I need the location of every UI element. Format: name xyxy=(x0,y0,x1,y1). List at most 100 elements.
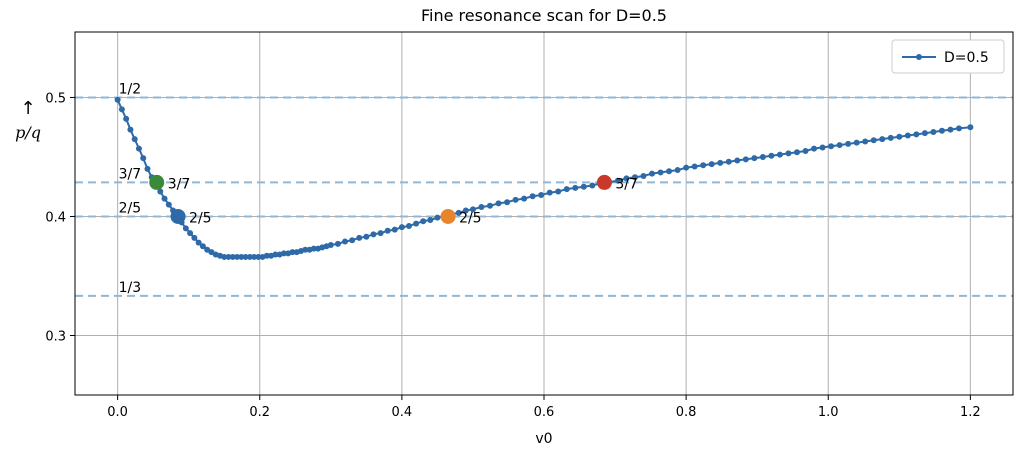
data-point xyxy=(114,96,121,103)
highlight-point-0 xyxy=(149,174,165,190)
data-point xyxy=(398,224,405,231)
data-point xyxy=(896,133,903,140)
y-axis-label: p/q xyxy=(15,123,41,142)
data-point xyxy=(836,142,843,149)
data-point xyxy=(165,201,172,208)
highlight-label-3: 3/7 xyxy=(615,176,638,192)
highlight-point-1 xyxy=(170,208,186,224)
legend: D=0.5 xyxy=(891,39,1005,74)
x-tick-label-2: 0.4 xyxy=(392,405,413,420)
data-point xyxy=(242,253,249,260)
data-point xyxy=(921,130,928,137)
data-point xyxy=(199,243,206,250)
legend-box xyxy=(891,39,1005,74)
data-point xyxy=(289,249,296,256)
data-point xyxy=(759,153,766,160)
data-point xyxy=(123,115,130,122)
data-point xyxy=(144,165,151,172)
data-point xyxy=(455,209,462,216)
reference-line-label-1: 3/7 xyxy=(119,166,142,182)
data-point xyxy=(182,225,189,232)
x-tick-label-1: 0.2 xyxy=(249,405,270,420)
y-axis-label-group: ↑ p/q xyxy=(15,98,41,142)
legend-label: D=0.5 xyxy=(944,50,989,66)
data-point xyxy=(819,144,826,151)
reference-lines: 1/2 3/7 2/5 1/3 xyxy=(75,81,1013,297)
data-point xyxy=(742,156,749,163)
data-point xyxy=(913,131,920,138)
data-point xyxy=(904,132,911,139)
highlight-points: 3/7 2/5 2/5 3/7 xyxy=(149,174,638,226)
y-tick-label-2: 0.5 xyxy=(45,91,66,106)
data-point xyxy=(251,253,258,260)
data-point xyxy=(640,173,647,180)
data-point xyxy=(776,151,783,158)
data-point xyxy=(793,149,800,156)
data-point xyxy=(563,186,570,193)
data-point xyxy=(512,196,519,203)
data-point xyxy=(234,253,241,260)
x-tick-label-0: 0.0 xyxy=(107,405,128,420)
data-point xyxy=(666,168,673,175)
data-point xyxy=(229,253,236,260)
x-tick-label-6: 1.2 xyxy=(960,405,981,420)
data-point xyxy=(580,183,587,190)
data-point xyxy=(862,138,869,145)
data-point xyxy=(853,139,860,146)
data-point xyxy=(614,177,621,184)
data-point xyxy=(751,155,758,162)
data-point xyxy=(462,207,469,214)
y-tick-label-1: 0.4 xyxy=(45,210,66,225)
highlight-label-2: 2/5 xyxy=(459,210,482,226)
data-point xyxy=(310,245,317,252)
data-point xyxy=(495,200,502,207)
data-point xyxy=(802,148,809,155)
data-point xyxy=(947,126,954,133)
data-point xyxy=(734,157,741,164)
data-point xyxy=(327,242,334,249)
data-point xyxy=(674,167,681,174)
data-point xyxy=(529,193,536,200)
data-point xyxy=(521,195,528,202)
data-point xyxy=(127,126,134,133)
grid-lines xyxy=(75,32,1013,395)
data-point xyxy=(384,227,391,234)
data-point xyxy=(623,175,630,182)
data-point xyxy=(717,159,724,166)
data-point xyxy=(708,161,715,168)
data-point xyxy=(391,226,398,233)
x-axis-label: v0 xyxy=(535,431,552,447)
data-point xyxy=(370,231,377,238)
highlight-point-2 xyxy=(440,208,456,224)
data-point xyxy=(589,182,596,189)
data-point xyxy=(938,127,945,134)
highlight-label-0: 3/7 xyxy=(168,176,191,192)
data-point xyxy=(191,234,198,241)
data-point xyxy=(131,136,138,143)
data-point xyxy=(469,206,476,213)
data-point xyxy=(342,238,349,245)
data-point xyxy=(434,214,441,221)
data-point xyxy=(486,202,493,209)
data-point xyxy=(768,152,775,159)
data-point xyxy=(302,246,309,253)
data-point xyxy=(478,203,485,210)
data-point xyxy=(649,170,656,177)
data-point xyxy=(161,195,168,202)
data-point xyxy=(657,169,664,176)
data-point xyxy=(555,188,562,195)
data-point xyxy=(887,134,894,141)
data-point xyxy=(683,164,690,171)
data-point xyxy=(263,252,270,259)
data-point xyxy=(691,163,698,170)
reference-line-label-0: 1/2 xyxy=(119,81,142,97)
data-point xyxy=(140,155,147,162)
data-point xyxy=(930,128,937,135)
data-point xyxy=(845,140,852,147)
data-point xyxy=(363,233,370,240)
x-tick-label-4: 0.8 xyxy=(676,405,697,420)
data-point xyxy=(157,188,164,195)
data-point xyxy=(225,253,232,260)
data-point xyxy=(187,230,194,237)
